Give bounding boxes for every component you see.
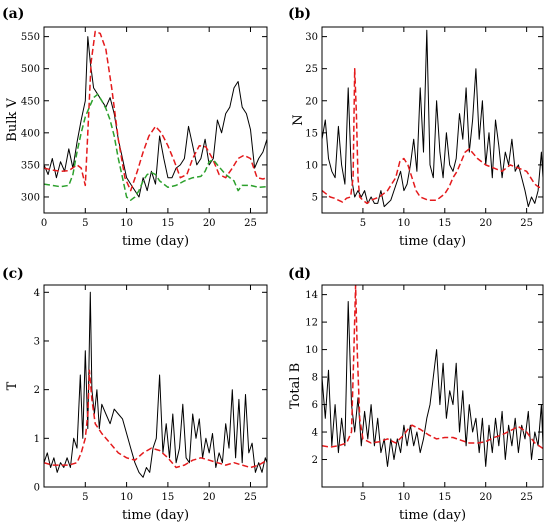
- y-tick-label: 300: [21, 192, 40, 203]
- y-tick-label: 350: [21, 160, 40, 171]
- x-axis-title: time (day): [399, 508, 466, 523]
- plot-frame: [43, 26, 268, 214]
- y-tick-label: 15: [305, 128, 318, 139]
- chart-panel-2: 5 10 15 20 25 5 10 15 20 25 30 time (day) N (b): [288, 6, 544, 249]
- plot-frame: [321, 26, 544, 214]
- y-axis-title: Total B: [288, 363, 303, 409]
- x-tick-label: 5: [360, 492, 366, 503]
- x-tick-label: 10: [397, 218, 410, 229]
- y-tick-label: 450: [21, 96, 40, 107]
- chart-panel-4: 5 10 15 20 25 2 4 6 8 10 12 14 time (day) Total B (d): [288, 266, 544, 523]
- x-tick-label: 0: [41, 218, 47, 229]
- y-tick-label: 4: [312, 428, 318, 439]
- x-tick-label: 25: [520, 218, 533, 229]
- y-tick-label: 30: [305, 32, 318, 43]
- series-line-1: [44, 291, 267, 478]
- x-tick-label: 25: [244, 218, 257, 229]
- y-axis-title: T: [5, 381, 20, 390]
- x-tick-label: 10: [120, 492, 133, 503]
- y-tick-label: 400: [21, 128, 40, 139]
- series-line-3: [44, 93, 267, 201]
- x-tick-label: 5: [360, 218, 366, 229]
- y-tick-label: 5: [312, 192, 318, 203]
- y-tick-label: 14: [305, 290, 318, 301]
- x-tick-label: 20: [479, 218, 492, 229]
- x-tick-label: 15: [438, 218, 451, 229]
- series-line-2: [322, 285, 543, 450]
- y-axis-title: Bulk V: [5, 98, 20, 142]
- x-tick-label: 25: [244, 492, 257, 503]
- y-tick-label: 1: [34, 434, 40, 445]
- x-tick-label: 20: [203, 492, 216, 503]
- y-tick-label: 12: [305, 318, 318, 329]
- panel-label: (a): [2, 6, 24, 22]
- x-axis-title: time (day): [122, 234, 189, 249]
- y-tick-label: 25: [305, 64, 318, 75]
- y-tick-label: 10: [305, 160, 318, 171]
- x-tick-label: 20: [479, 492, 492, 503]
- panel-label: (b): [288, 6, 311, 22]
- x-axis-title: time (day): [399, 234, 466, 249]
- x-tick-label: 10: [120, 218, 133, 229]
- plot-frame: [321, 284, 544, 488]
- y-tick-label: 2: [34, 385, 40, 396]
- y-tick-label: 3: [34, 336, 40, 347]
- series-line-1: [322, 29, 543, 208]
- panel-label: (d): [288, 266, 311, 282]
- series-line-1: [44, 36, 267, 198]
- x-axis-title: time (day): [122, 508, 189, 523]
- x-tick-label: 15: [438, 492, 451, 503]
- x-tick-label: 20: [203, 218, 216, 229]
- y-tick-label: 0: [34, 483, 40, 494]
- y-tick-label: 550: [21, 32, 40, 43]
- y-tick-label: 2: [312, 455, 318, 466]
- y-tick-label: 20: [305, 96, 318, 107]
- y-tick-label: 10: [305, 345, 318, 356]
- y-axis-title: N: [291, 114, 306, 125]
- series-line-2: [44, 30, 267, 192]
- chart-panel-3: 5 10 15 20 25 0 1 2 3 4 time (day) T (c): [2, 266, 268, 523]
- chart-panel-1: 0 5 10 15 20 25 300 350 400 450 500 550 time (day) Bu…: [2, 6, 268, 249]
- x-tick-label: 15: [162, 492, 175, 503]
- y-tick-label: 4: [34, 288, 40, 299]
- x-tick-label: 25: [520, 492, 533, 503]
- y-tick-label: 6: [312, 400, 318, 411]
- y-tick-label: 500: [21, 64, 40, 75]
- x-tick-label: 10: [397, 492, 410, 503]
- series-line-2: [44, 369, 267, 469]
- series-line-2: [322, 67, 543, 205]
- x-tick-label: 15: [162, 218, 175, 229]
- panel-label: (c): [2, 266, 24, 282]
- plot-frame: [43, 284, 268, 488]
- series-line-1: [322, 301, 543, 467]
- x-tick-label: 5: [82, 492, 88, 503]
- y-tick-label: 8: [312, 373, 318, 384]
- x-tick-label: 5: [82, 218, 88, 229]
